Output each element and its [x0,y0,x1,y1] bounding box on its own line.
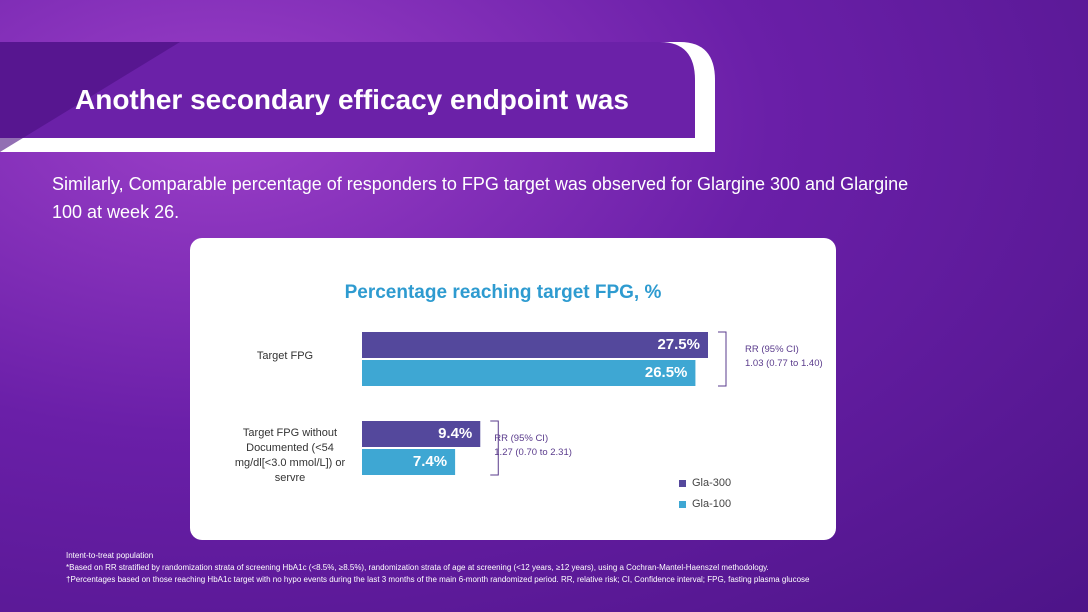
legend-label: Gla-300 [692,477,732,489]
bar [362,332,708,358]
legend-swatch [679,501,686,508]
bracket [718,331,727,387]
bar [362,421,481,447]
value-label: 9.4% [438,425,473,442]
bar [362,449,456,475]
annotation-text: 1.03 (0.77 to 1.40) [745,358,823,369]
banner [0,42,695,138]
category-label: Target FPG [256,350,314,362]
annotation-label: RR (95% CI) [494,433,549,444]
chart-title: Percentage reaching target FPG, % [344,282,662,303]
chart-card [190,238,836,540]
legend-label: Gla-100 [692,498,732,510]
footnote: *Based on RR stratified by randomization… [66,563,769,572]
slide-title: Another secondary efficacy endpoint was [75,84,629,115]
footnote: †Percentages based on those reaching HbA… [66,575,810,584]
bar [362,360,696,386]
annotation-label: RR (95% CI) [745,344,799,355]
value-label: 7.4% [412,453,448,470]
legend-swatch [679,480,686,487]
category-label: Target FPG without Documented (<54 mg/dl… [234,427,346,484]
annotation-text: 1.27 (0.70 to 2.31) [494,447,572,458]
bracket [490,420,499,476]
value-label: 26.5% [644,364,688,381]
footnote: Intent-to-treat population [66,551,154,560]
subtitle: Similarly, Comparable percentage of resp… [52,174,909,222]
banner-shade [0,42,180,152]
value-label: 27.5% [657,336,700,353]
